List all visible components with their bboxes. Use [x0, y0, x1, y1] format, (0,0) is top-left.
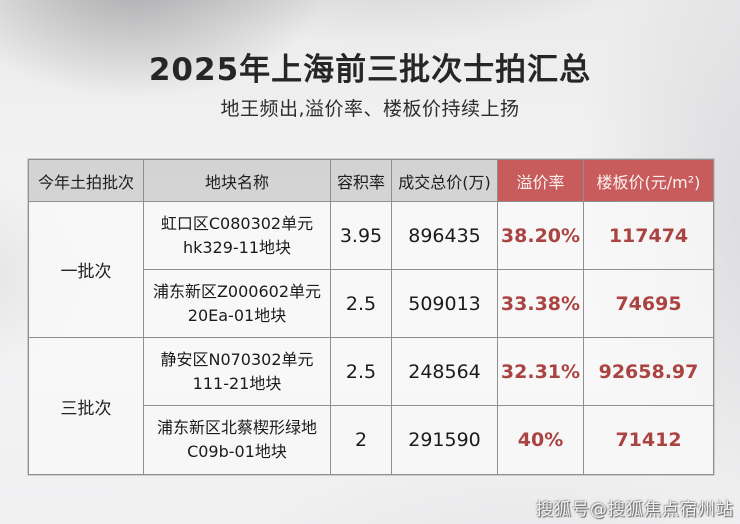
col-header-plot-ratio: 容积率: [331, 160, 392, 202]
land-auction-table: 今年土拍批次 地块名称 容积率 成交总价(万) 溢价率 楼板价(元/m²) 一批…: [28, 159, 714, 475]
col-header-total-price: 成交总价(万): [392, 160, 498, 202]
table-row-3-plot-name: 静安区N070302单元 111-21地块: [144, 338, 331, 406]
page-subtitle: 地王频出,溢价率、楼板价持续上扬: [220, 98, 520, 120]
table-row-2-total-price: 509013: [392, 270, 498, 338]
plot-name-line1: 浦东新区Z000602单元: [152, 281, 322, 301]
batch-cell-first: 一批次: [29, 202, 144, 338]
table-row-2-plot-name: 浦东新区Z000602单元 20Ea-01地块: [144, 270, 331, 338]
table-row-3-plot-ratio: 2.5: [331, 338, 392, 406]
page-title: 2025年上海前三批次士拍汇总: [148, 52, 592, 88]
table-row-3-premium-rate: 32.31%: [498, 338, 584, 406]
plot-name-text: 浦东新区北蔡楔形绿地 C09b-01地块: [157, 416, 317, 464]
table-row-1-floor-price: 117474: [584, 202, 713, 270]
table-row-4-total-price: 291590: [392, 406, 498, 474]
plot-name-line1: 浦东新区北蔡楔形绿地: [156, 418, 317, 437]
table-row-2-premium-rate: 33.38%: [498, 270, 584, 338]
plot-name-line2: C09b-01地块: [187, 442, 287, 461]
plot-name-line2: 20Ea-01地块: [187, 305, 287, 325]
col-header-plot-name: 地块名称: [144, 160, 331, 202]
table-row-3-floor-price: 92658.97: [584, 338, 713, 406]
table-row-4-plot-ratio: 2: [331, 406, 392, 474]
table-row-1-premium-rate: 38.20%: [498, 202, 584, 270]
table-row-1-plot-ratio: 3.95: [331, 202, 392, 270]
table-row-2-plot-ratio: 2.5: [331, 270, 392, 338]
table-row-3-total-price: 248564: [392, 338, 498, 406]
col-header-batch: 今年土拍批次: [29, 160, 144, 202]
plot-name-line1: 静安区N070302单元: [160, 349, 314, 369]
watermark: 搜狐号@搜狐焦点宿州站: [536, 500, 734, 520]
table-row-2-floor-price: 74695: [584, 270, 713, 338]
plot-name-text: 浦东新区Z000602单元 20Ea-01地块: [153, 280, 321, 328]
table-row-1-plot-name: 虹口区C080302单元 hk329-11地块: [144, 202, 331, 270]
table-row-4-premium-rate: 40%: [498, 406, 584, 474]
plot-name-line2: 111-21地块: [192, 373, 282, 393]
plot-name-line2: hk329-11地块: [182, 237, 292, 257]
col-header-premium-rate: 溢价率: [498, 160, 584, 202]
plot-name-text: 静安区N070302单元 111-21地块: [160, 348, 313, 396]
plot-name-text: 虹口区C080302单元 hk329-11地块: [161, 212, 313, 260]
plot-name-line1: 虹口区C080302单元: [160, 213, 314, 233]
table-row-4-floor-price: 71412: [584, 406, 713, 474]
table-row-1-total-price: 896435: [392, 202, 498, 270]
table-row-4-plot-name: 浦东新区北蔡楔形绿地 C09b-01地块: [144, 406, 331, 474]
batch-cell-third: 三批次: [29, 338, 144, 474]
col-header-floor-price: 楼板价(元/m²): [584, 160, 713, 202]
